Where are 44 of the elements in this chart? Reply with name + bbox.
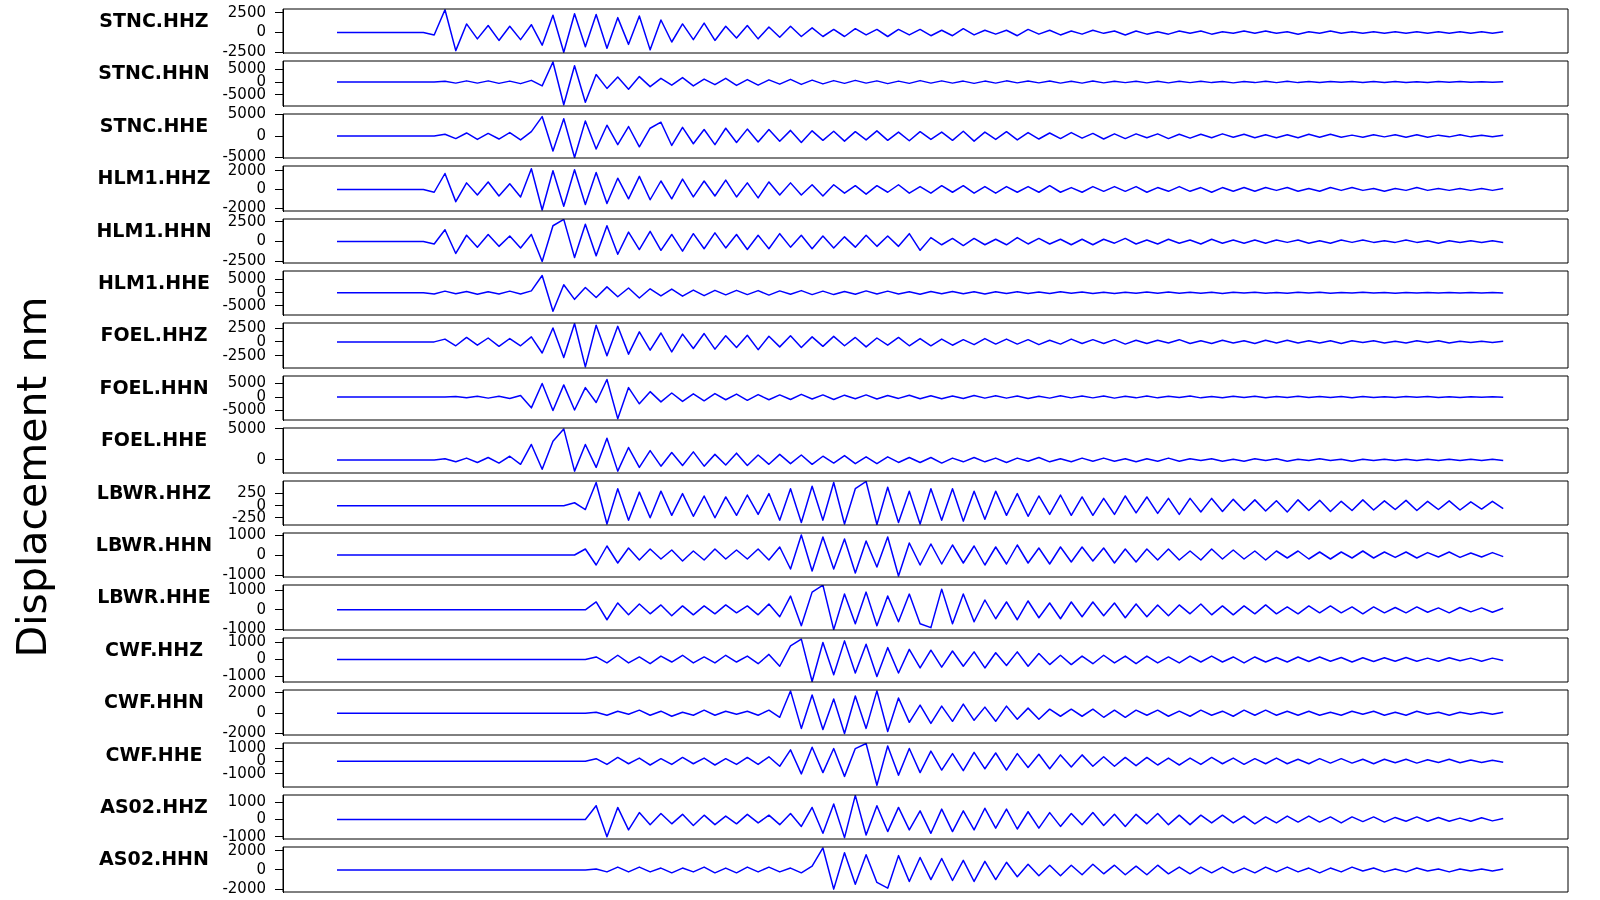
y-tick-label: -1000: [222, 564, 266, 583]
chart-title: HLM1.HHE: [97, 271, 211, 293]
chart-title: FOEL.HHE: [100, 428, 208, 450]
chart-title: STNC.HHE: [99, 114, 209, 136]
y-tick-label: 0: [256, 22, 266, 41]
y-tick-label: 0: [256, 649, 266, 668]
chart-title: CWF.HHE: [105, 743, 203, 765]
y-tick-label: 2500: [227, 2, 266, 21]
y-tick-label: 2000: [227, 840, 266, 859]
y-axis-title: Displacement nm: [8, 296, 56, 658]
y-tick-label: 1000: [227, 580, 266, 599]
chart-title: HLM1.HHZ: [97, 166, 211, 188]
y-tick-label: 0: [256, 231, 266, 250]
y-tick-label: 1000: [227, 524, 266, 543]
y-tick-label: -2500: [222, 345, 266, 364]
y-tick-label: -1000: [222, 666, 266, 685]
y-tick-label: 2000: [227, 682, 266, 701]
y-tick-label: 1000: [227, 792, 266, 811]
chart-title: CWF.HHZ: [105, 638, 203, 660]
chart-title: AS02.HHN: [99, 847, 209, 869]
y-tick-label: 0: [256, 544, 266, 563]
chart-title: FOEL.HHZ: [100, 323, 208, 345]
chart-title: STNC.HHZ: [99, 9, 209, 31]
y-tick-label: 0: [256, 703, 266, 722]
chart-title: FOEL.HHN: [99, 376, 209, 398]
y-tick-label: 5000: [227, 104, 266, 123]
chart-title: AS02.HHZ: [100, 795, 208, 817]
y-tick-label: 0: [256, 859, 266, 878]
y-tick-label: 0: [256, 599, 266, 618]
y-tick-label: -2000: [222, 879, 266, 898]
chart-title: HLM1.HHN: [96, 219, 212, 241]
chart-title: LBWR.HHZ: [96, 481, 212, 503]
chart-title: STNC.HHN: [98, 61, 210, 83]
chart-title: CWF.HHN: [103, 690, 205, 712]
y-tick-label: -2500: [222, 251, 266, 270]
y-tick-label: 0: [256, 179, 266, 198]
chart-title: LBWR.HHN: [95, 533, 213, 555]
chart-title: LBWR.HHE: [97, 585, 211, 607]
y-tick-label: 0: [256, 809, 266, 828]
y-tick-label: -5000: [222, 400, 266, 419]
y-tick-label: 0: [256, 449, 266, 468]
y-tick-label: -2500: [222, 42, 266, 61]
y-tick-label: 5000: [227, 418, 266, 437]
y-tick-label: 0: [256, 125, 266, 144]
